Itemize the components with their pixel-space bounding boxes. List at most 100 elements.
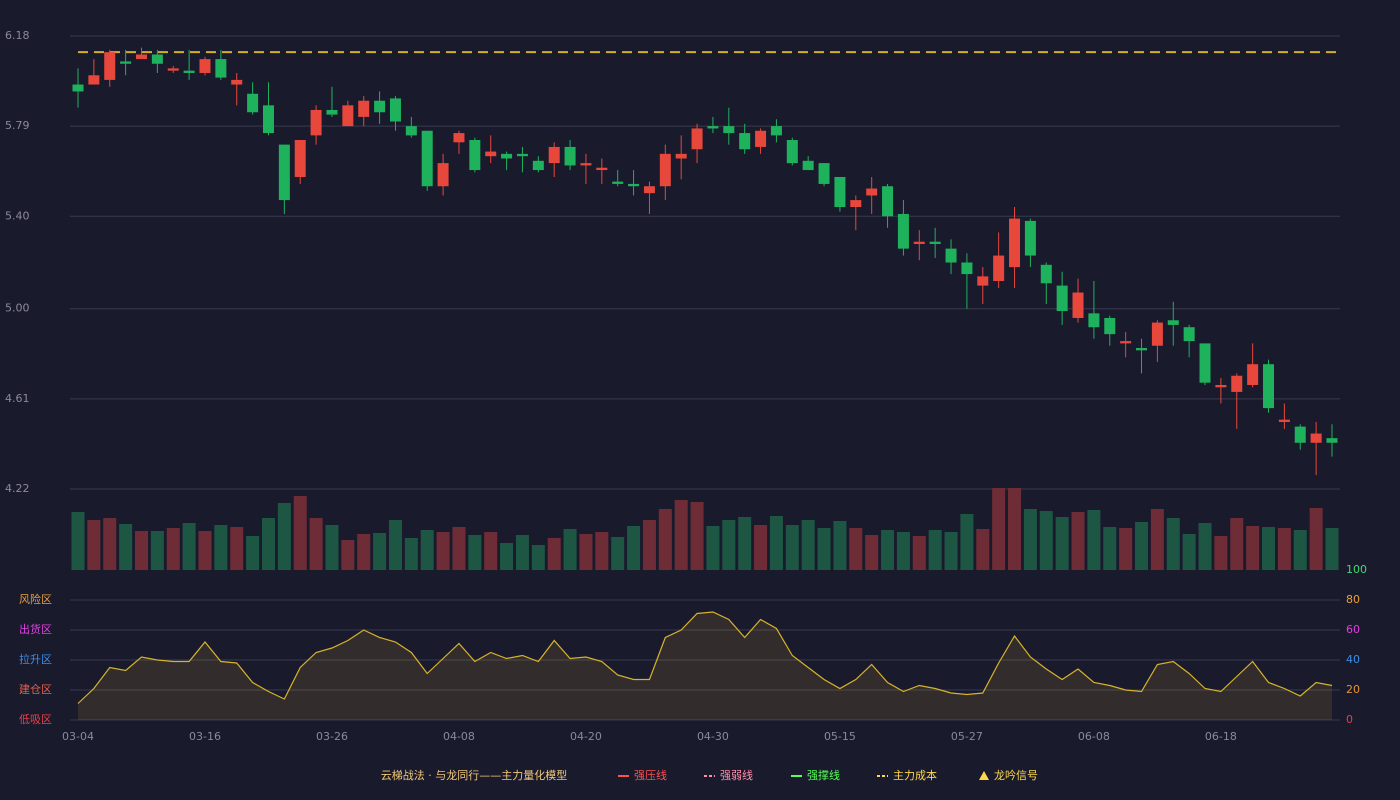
volume-bar [1277, 528, 1291, 570]
volume-bar [1198, 523, 1212, 570]
candle-body [1024, 220, 1036, 256]
volume-bar [261, 518, 275, 570]
volume-bar [611, 537, 625, 570]
volume-bar [150, 531, 164, 570]
zone-label: 风险区 [19, 592, 52, 606]
y-tick-label: 0 [1346, 713, 1353, 726]
candle-body [675, 153, 687, 159]
volume-bar [960, 514, 974, 570]
volume-bar [785, 525, 799, 570]
candle-body [786, 140, 798, 164]
x-tick-label: 04-30 [697, 730, 729, 743]
zone-label: 低吸区 [19, 713, 52, 726]
volume-bar [944, 532, 958, 570]
volume-bar [388, 520, 402, 570]
volume-bar [833, 521, 847, 570]
volume-bar [198, 531, 212, 570]
candle-body [247, 93, 259, 113]
legend-label: 强撑线 [807, 768, 840, 782]
volume-bar [246, 536, 260, 570]
volume-bar [420, 530, 434, 570]
candle-body [882, 186, 894, 217]
candle-body [1151, 322, 1163, 346]
candle-body [770, 126, 782, 136]
candle-body [596, 167, 608, 171]
candle-body [1263, 364, 1275, 409]
candle-body [1278, 419, 1290, 422]
volume-bar [722, 520, 736, 570]
volume-bar [341, 540, 355, 570]
x-tick-label: 06-18 [1205, 730, 1237, 743]
volume-bar [1325, 528, 1339, 570]
candle-body [1167, 320, 1179, 325]
candle-body [167, 68, 179, 71]
candle-body [151, 54, 163, 64]
candle-body [850, 200, 862, 208]
candle-body [1056, 285, 1068, 312]
volume-bar [103, 518, 117, 570]
candle-body [1294, 426, 1306, 443]
volume-bar [1119, 528, 1133, 570]
candle-body [945, 248, 957, 263]
volume-bar [515, 535, 529, 570]
volume-bar [1008, 488, 1022, 570]
volume-bar [706, 526, 720, 570]
volume-bar [595, 532, 609, 570]
legend-title: 云梯战法 · 与龙同行——主力量化模型 [381, 768, 568, 782]
volume-bar [865, 535, 879, 570]
candle-body [1215, 384, 1227, 388]
x-tick-label: 05-27 [951, 730, 983, 743]
candle-body [231, 79, 243, 85]
candle-body [501, 153, 513, 159]
legend-label: 强压线 [634, 768, 667, 782]
candle-body [374, 100, 386, 113]
volume-bar [1071, 512, 1085, 570]
volume-bar [849, 528, 863, 570]
candle-body [897, 213, 909, 249]
legend-label: 主力成本 [893, 768, 937, 782]
candle-body [72, 84, 84, 92]
x-tick-label: 06-08 [1078, 730, 1110, 743]
candle-body [262, 105, 274, 134]
y-tick-label: 5.40 [5, 209, 30, 222]
y-tick-label: 5.79 [5, 119, 30, 132]
volume-bar [1103, 527, 1117, 570]
volume-bar [484, 532, 498, 570]
volume-bar [1246, 526, 1260, 570]
candle-body [834, 176, 846, 208]
candle-body [358, 100, 370, 117]
candle-body [1088, 313, 1100, 328]
volume-bar [547, 538, 561, 570]
candle-body [707, 126, 719, 129]
volume-bar [674, 500, 688, 570]
volume-bar [801, 520, 815, 570]
volume-bar [134, 531, 148, 570]
candle-body [1072, 292, 1084, 318]
volume-bar [881, 530, 895, 570]
y-tick-label: 6.18 [5, 29, 30, 42]
indicator-area [78, 612, 1332, 720]
y-tick-label: 60 [1346, 623, 1360, 636]
volume-bar [468, 535, 482, 570]
volume-bar [436, 532, 450, 570]
volume-bar [1150, 509, 1164, 570]
candle-body [993, 255, 1005, 281]
candle-body [405, 126, 417, 136]
candle-body [326, 109, 338, 115]
x-tick-label: 04-20 [570, 730, 602, 743]
candle-body [564, 146, 576, 166]
candle-body [1104, 317, 1116, 335]
y-tick-label: 100 [1346, 563, 1367, 576]
legend-label: 强弱线 [720, 768, 753, 782]
candle-body [723, 126, 735, 134]
zone-label: 建仓区 [19, 682, 52, 696]
volume-bar [309, 518, 323, 570]
volume-bar [754, 525, 768, 570]
volume-bar [71, 512, 85, 570]
candle-body [278, 144, 290, 201]
candle-body [818, 163, 830, 184]
candle-body [755, 130, 767, 147]
candle-body [1183, 327, 1195, 342]
candle-body [1326, 438, 1338, 443]
